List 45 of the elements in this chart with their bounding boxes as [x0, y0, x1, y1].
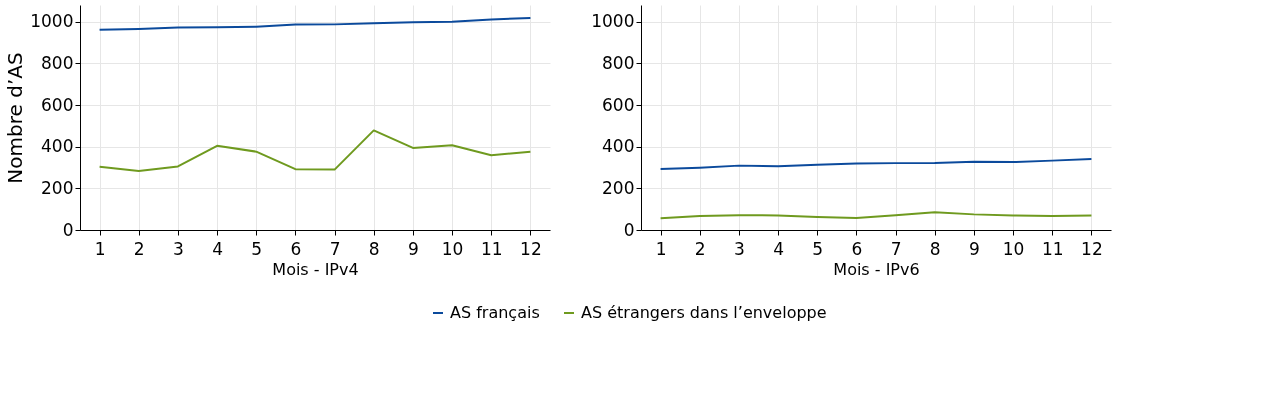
y-tick-label: 1000 [30, 11, 74, 32]
y-tick-label: 600 [41, 94, 74, 115]
x-tick-label: 7 [329, 238, 341, 259]
x-tick-label: 8 [929, 238, 941, 259]
x-tick-label: 11 [1041, 238, 1064, 259]
line-series [98, 129, 532, 173]
x-tick-label: 1 [94, 238, 106, 259]
x-tick-label: 6 [851, 238, 863, 259]
x-tick-label: 5 [812, 238, 824, 259]
y-tick-label: 600 [602, 94, 635, 115]
legend-label: AS étrangers dans l’enveloppe [581, 303, 827, 322]
x-tick-label: 10 [1002, 238, 1025, 259]
x-tick-label: 10 [441, 238, 464, 259]
y-tick-label: 200 [602, 177, 635, 198]
y-tick-label: 400 [41, 136, 74, 157]
y-tick-label: 0 [62, 219, 74, 240]
y-tick-label: 800 [602, 52, 635, 73]
y-axis-title: Nombre d’AS [3, 52, 28, 184]
y-tick-label: 400 [602, 136, 635, 157]
x-tick-label: 4 [773, 238, 784, 259]
x-axis-title: Mois - IPv6 [833, 259, 920, 279]
x-tick-label: 11 [480, 238, 503, 259]
y-tick-label: 0 [623, 219, 635, 240]
x-tick-label: 8 [368, 238, 380, 259]
line-series [659, 157, 1093, 170]
x-tick-label: 12 [520, 238, 542, 259]
x-tick-label: 7 [890, 238, 902, 259]
legend-label: AS français [450, 303, 540, 322]
x-axis-title: Mois - IPv4 [272, 259, 359, 279]
x-tick-label: 1 [655, 238, 667, 259]
x-tick-label: 5 [251, 238, 263, 259]
x-tick-label: 3 [734, 238, 745, 259]
line-series [98, 16, 532, 31]
line-series [659, 211, 1093, 220]
x-tick-label: 3 [173, 238, 184, 259]
y-tick-label: 800 [41, 52, 74, 73]
x-tick-label: 2 [133, 238, 145, 259]
x-tick-label: 9 [969, 238, 980, 259]
y-tick-label: 200 [41, 177, 74, 198]
x-tick-label: 9 [408, 238, 419, 259]
x-tick-label: 4 [212, 238, 223, 259]
y-tick-label: 1000 [591, 11, 635, 32]
x-tick-label: 6 [290, 238, 302, 259]
x-tick-label: 12 [1081, 238, 1103, 259]
x-tick-label: 2 [694, 238, 706, 259]
